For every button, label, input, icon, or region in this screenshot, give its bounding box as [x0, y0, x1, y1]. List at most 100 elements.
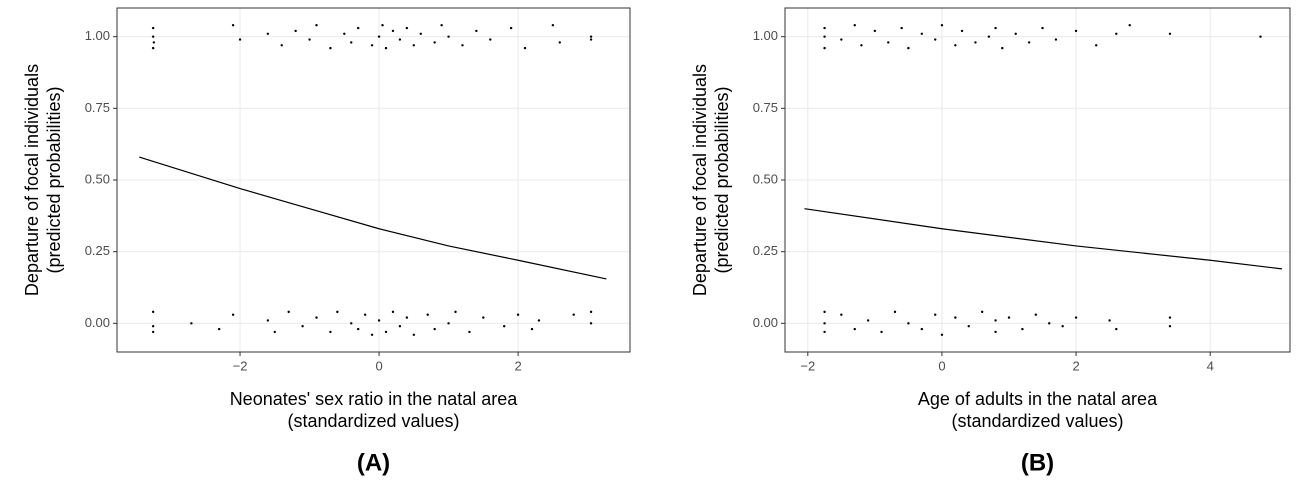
data-point [987, 35, 991, 38]
data-point [974, 41, 977, 44]
data-point [920, 32, 924, 35]
data-point [840, 38, 843, 41]
data-point [1115, 327, 1118, 331]
data-point [440, 24, 443, 27]
data-point [954, 44, 957, 47]
data-point [384, 330, 388, 334]
data-point [1128, 24, 1131, 27]
data-point [363, 313, 367, 316]
data-point [880, 330, 883, 334]
data-point [475, 29, 478, 33]
y-tick-label: 0.00 [85, 315, 110, 330]
data-point [589, 310, 593, 314]
data-point [572, 313, 575, 316]
data-point [151, 35, 155, 38]
data-point [151, 26, 155, 30]
data-point [468, 330, 471, 334]
data-point [357, 327, 360, 331]
data-point [315, 24, 318, 27]
data-point [151, 46, 155, 50]
data-point [391, 29, 395, 33]
data-point [266, 319, 270, 322]
x-axis-title: Neonates' sex ratio in the natal area [230, 389, 519, 409]
data-point [994, 330, 997, 334]
data-point [551, 24, 555, 27]
data-point [960, 29, 964, 33]
data-point [940, 333, 944, 336]
data-point [840, 313, 843, 316]
data-point [377, 35, 381, 38]
data-point [980, 310, 984, 314]
y-tick-label: 1.00 [85, 28, 110, 43]
data-point [301, 325, 304, 328]
data-point [873, 29, 877, 33]
data-point [287, 310, 290, 314]
data-point [860, 44, 863, 47]
plot-border [116, 7, 631, 353]
data-point [447, 35, 450, 38]
data-point [853, 327, 856, 331]
y-tick-label: 0.25 [753, 243, 778, 258]
x-axis-title: (standardized values) [287, 411, 459, 431]
data-point [589, 35, 593, 38]
data-point [934, 38, 937, 41]
data-point [405, 26, 409, 30]
data-point [907, 46, 910, 50]
data-point [1048, 322, 1051, 325]
data-point [1054, 38, 1058, 41]
y-axis-title: Departure of focal individuals [22, 64, 42, 296]
data-point [190, 322, 193, 325]
data-point [343, 32, 346, 35]
data-point [151, 310, 155, 314]
data-point [823, 310, 826, 314]
data-point [350, 41, 353, 44]
data-point [823, 330, 826, 334]
data-point [1168, 32, 1172, 35]
data-point [405, 316, 409, 319]
data-point [1034, 313, 1038, 316]
data-point [907, 322, 910, 325]
data-point [231, 24, 235, 27]
data-point [1007, 316, 1011, 319]
y-tick-label: 0.50 [85, 171, 110, 186]
data-point [489, 38, 492, 41]
fitted-line [139, 156, 607, 280]
data-point [509, 26, 513, 30]
data-point [266, 32, 270, 35]
data-point [273, 330, 276, 334]
data-point [1041, 26, 1044, 30]
data-point [537, 319, 541, 322]
data-point [823, 46, 826, 50]
data-point [398, 325, 402, 328]
data-point [370, 333, 374, 336]
data-point [900, 26, 903, 30]
panel-caption: (A) [357, 449, 390, 476]
data-point [967, 325, 970, 328]
data-point [523, 46, 527, 50]
data-point [329, 330, 332, 334]
data-point [426, 313, 429, 316]
data-point [934, 313, 937, 316]
data-point [893, 310, 897, 314]
y-tick-label: 0.75 [753, 100, 778, 115]
data-point [1168, 325, 1172, 328]
x-tick-label: 0 [938, 358, 945, 373]
data-point [994, 319, 997, 322]
data-point [954, 316, 957, 319]
data-point [482, 316, 485, 319]
data-point [887, 41, 890, 44]
data-point [589, 322, 593, 325]
data-point [1014, 32, 1017, 35]
data-point [419, 32, 422, 35]
data-point [391, 310, 395, 314]
y-tick-label: 0.50 [753, 171, 778, 186]
data-point [231, 313, 235, 316]
x-tick-label: −2 [233, 358, 248, 373]
data-point [433, 327, 436, 331]
x-tick-label: −2 [800, 358, 815, 373]
x-axis-title: (standardized values) [951, 411, 1123, 431]
y-tick-label: 0.00 [753, 315, 778, 330]
data-point [866, 319, 870, 322]
